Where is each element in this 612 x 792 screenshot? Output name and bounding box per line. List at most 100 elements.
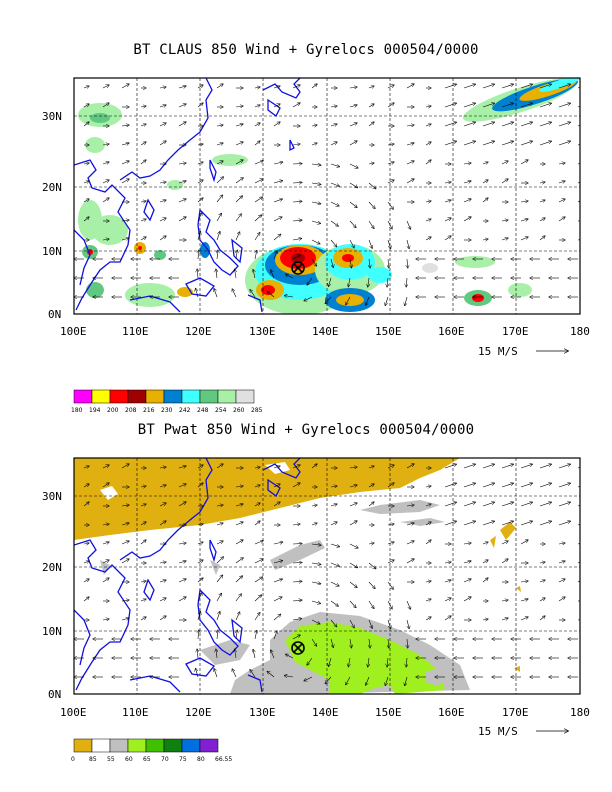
wind-vector	[254, 521, 260, 526]
wind-vector	[444, 580, 451, 582]
wind-vector	[346, 676, 351, 685]
wind-vector	[140, 201, 146, 202]
wind-vector	[482, 239, 488, 240]
wind-vector	[330, 581, 339, 586]
wind-vector	[368, 201, 375, 209]
wind-vector	[235, 649, 236, 659]
wind-vector	[121, 179, 129, 184]
wind-vector	[406, 464, 414, 469]
wind-vector	[463, 521, 475, 526]
wind-vector	[102, 483, 109, 488]
wind-vector	[292, 85, 300, 89]
wind-vector	[349, 521, 357, 526]
wind-vector	[387, 277, 388, 287]
wind-vector	[197, 180, 203, 184]
wind-vector	[216, 195, 223, 203]
panel-1-cloud-shading	[78, 78, 580, 314]
colorbar-swatch	[127, 389, 147, 404]
wind-vector	[520, 502, 532, 507]
wind-vector	[311, 619, 320, 624]
wind-vector	[330, 562, 339, 566]
wind-vector	[520, 464, 532, 469]
wind-vector	[406, 239, 409, 249]
wind-vector	[140, 581, 146, 582]
wind-vector	[349, 562, 358, 568]
wind-vector	[254, 179, 263, 184]
colorbar-swatch	[109, 738, 129, 753]
wind-vector	[253, 269, 255, 279]
wind-vector	[292, 483, 300, 488]
colorbar-label: 0	[71, 756, 75, 763]
wind-vector	[140, 504, 146, 506]
wind-vector	[368, 104, 374, 108]
wind-vector	[83, 597, 89, 602]
wind-vector	[140, 540, 146, 545]
wind-vector	[216, 125, 223, 126]
wind-vector	[346, 296, 351, 305]
wind-vector	[501, 122, 513, 127]
colorbar-label: 60	[125, 756, 133, 763]
wind-vector	[501, 483, 513, 488]
wind-vector	[235, 160, 243, 165]
wind-vector	[311, 544, 321, 545]
x-tick: 100E	[60, 706, 87, 719]
wind-vector	[286, 654, 294, 659]
wind-vector	[387, 465, 394, 469]
wind-vector	[330, 619, 337, 627]
y-tick-30N: 30N	[42, 490, 62, 503]
wind-vector	[304, 676, 313, 681]
wind-vector	[349, 467, 357, 468]
wind-vector	[387, 162, 394, 164]
wind-vector	[463, 141, 475, 146]
wind-vector	[349, 239, 354, 248]
wind-vector	[197, 483, 203, 488]
wind-vector	[102, 162, 109, 164]
colorbar-label: 242	[179, 407, 191, 414]
wind-vector	[463, 181, 471, 183]
wind-vector	[539, 464, 551, 469]
wind-vector	[577, 561, 580, 564]
wind-vector	[369, 258, 370, 268]
wind-vector	[232, 289, 237, 298]
wind-vector	[444, 200, 451, 202]
wind-vector	[311, 582, 321, 584]
wind-vector	[197, 649, 198, 659]
wind-vector	[330, 220, 338, 226]
wind-vector	[216, 143, 223, 145]
colorbar-swatch	[145, 738, 165, 753]
wind-vector	[235, 558, 243, 564]
wind-vector	[197, 162, 203, 164]
x-tick: 170E	[502, 325, 529, 338]
y-tick-0N: 0N	[48, 688, 61, 701]
wind-vector	[254, 467, 260, 468]
wind-vector	[558, 199, 565, 203]
wind-vector	[235, 106, 243, 107]
colorbar-label: 230	[161, 407, 173, 414]
wind-vector	[368, 86, 374, 88]
colorbar-swatch	[127, 738, 147, 753]
wind-vector	[368, 122, 374, 127]
wind-vector	[273, 181, 283, 184]
wind-vector	[330, 182, 339, 186]
wind-vector	[482, 560, 488, 564]
wind-vector	[425, 201, 431, 202]
wind-vector	[463, 199, 471, 203]
wind-vector	[501, 541, 508, 545]
wind-vector	[311, 202, 321, 204]
wind-vector	[520, 237, 528, 241]
wind-vector	[178, 104, 186, 108]
wind-vector	[102, 103, 109, 108]
colorbar-label: 55	[107, 756, 115, 763]
wind-vector	[273, 234, 281, 241]
wind-vector	[539, 103, 551, 108]
wind-vector	[577, 543, 580, 545]
wind-vector	[254, 215, 262, 222]
wind-vector	[198, 250, 199, 260]
wind-vector	[311, 84, 317, 89]
wind-vector	[444, 521, 456, 526]
wind-vector	[307, 277, 313, 285]
wind-vector	[311, 638, 317, 646]
vector-reference-label: 15 M/S	[478, 345, 518, 358]
wind-vector	[159, 562, 166, 563]
wind-vector	[159, 200, 166, 202]
